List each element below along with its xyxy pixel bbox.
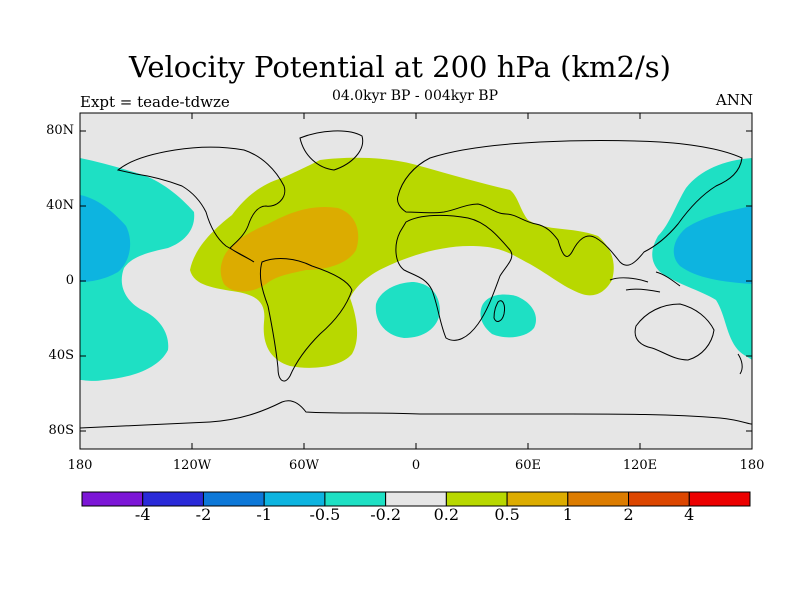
axis-ticks bbox=[80, 113, 752, 449]
positive-anomaly-caribbean bbox=[220, 206, 359, 292]
ocean-background bbox=[80, 113, 752, 449]
colorbar-box bbox=[567, 491, 630, 507]
coastline-greenland bbox=[299, 130, 364, 171]
season-label: ANN bbox=[715, 91, 753, 109]
colorbar-label: -2 bbox=[195, 505, 212, 524]
lat-label-80s: 80S bbox=[48, 423, 74, 438]
coastline-eurasia bbox=[397, 140, 743, 266]
lon-label-180e: 180 bbox=[739, 458, 765, 473]
coastline-indonesia bbox=[609, 271, 681, 293]
lat-label-80n: 80N bbox=[46, 123, 74, 138]
colorbar-label: 4 bbox=[684, 505, 695, 524]
colorbar-box bbox=[142, 491, 204, 507]
map-panel bbox=[80, 113, 752, 449]
lon-label-180w: 180 bbox=[67, 458, 93, 473]
coastline-africa bbox=[395, 214, 513, 341]
colorbar-label: -4 bbox=[134, 505, 151, 524]
coastline-south-america bbox=[259, 258, 353, 382]
colorbar-label: -0.5 bbox=[309, 505, 341, 524]
colorbar-label: 0.5 bbox=[494, 505, 520, 524]
colorbar-box bbox=[628, 491, 690, 507]
coastline-north-america bbox=[116, 146, 286, 263]
colorbar-box bbox=[506, 491, 569, 507]
coastline-antarctica bbox=[80, 400, 752, 429]
colorbar-box bbox=[688, 491, 751, 507]
plot-subtitle: 04.0kyr BP - 004kyr BP bbox=[331, 88, 498, 104]
experiment-label: Expt = teade-tdwze bbox=[80, 93, 230, 111]
plot-title: Velocity Potential at 200 hPa (km2/s) bbox=[129, 50, 671, 84]
colorbar-box bbox=[81, 491, 144, 507]
negative-anomaly-south-atlantic bbox=[375, 282, 440, 338]
colorbar-label: -0.2 bbox=[370, 505, 402, 524]
lon-label-120e: 120E bbox=[622, 458, 658, 473]
colorbar bbox=[81, 491, 751, 507]
coastline-madagascar bbox=[493, 300, 505, 322]
colorbar-box bbox=[324, 491, 387, 507]
colorbar-box bbox=[445, 491, 508, 507]
colorbar-box bbox=[385, 491, 447, 507]
lon-label-60w: 60W bbox=[289, 458, 319, 473]
lon-label-60e: 60E bbox=[514, 458, 542, 473]
colorbar-label: 0.2 bbox=[433, 505, 460, 524]
lon-label-0: 0 bbox=[411, 458, 421, 473]
negative-core-west-pacific bbox=[673, 206, 752, 284]
coastlines bbox=[80, 130, 752, 429]
colorbar-label: 1 bbox=[562, 505, 573, 524]
colorbar-box bbox=[202, 491, 265, 507]
negative-core-east-pacific bbox=[80, 195, 131, 282]
colorbar-box bbox=[263, 491, 326, 507]
lat-label-40n: 40N bbox=[46, 198, 74, 213]
colorbar-label: 2 bbox=[623, 505, 634, 524]
lat-label-40s: 40S bbox=[48, 348, 74, 363]
positive-anomaly-americas-africa-asia bbox=[190, 157, 614, 368]
coastline-new-zealand bbox=[737, 353, 743, 375]
lat-label-0: 0 bbox=[65, 273, 74, 288]
lon-label-120w: 120W bbox=[172, 458, 212, 473]
colorbar-label: -1 bbox=[256, 505, 272, 524]
negative-anomaly-indian-ocean bbox=[480, 294, 536, 338]
coastline-australia bbox=[634, 303, 715, 361]
